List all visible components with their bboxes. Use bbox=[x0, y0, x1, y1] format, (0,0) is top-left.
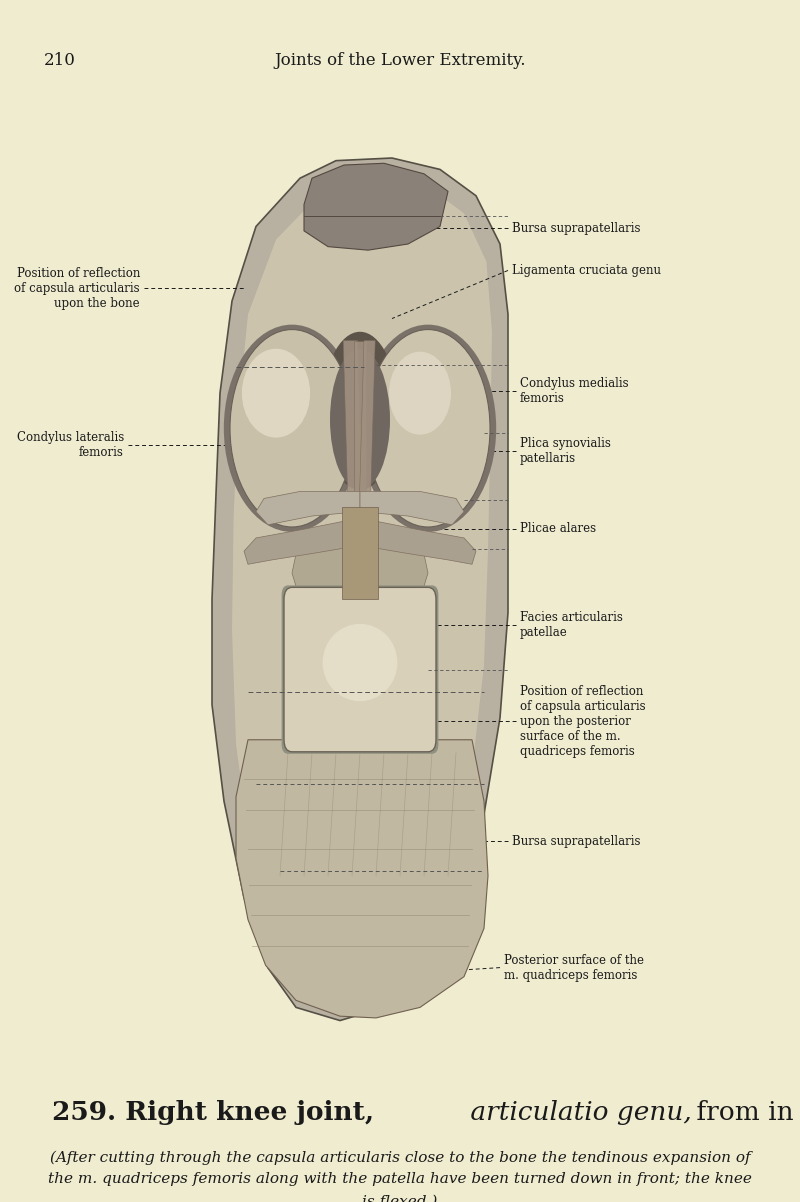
Ellipse shape bbox=[322, 332, 398, 489]
Text: Plica synovialis
patellaris: Plica synovialis patellaris bbox=[520, 436, 611, 465]
Text: (After cutting through the capsula articularis close to the bone the tendinous e: (After cutting through the capsula artic… bbox=[48, 1150, 752, 1202]
Ellipse shape bbox=[366, 329, 490, 526]
Text: Posterior surface of the
m. quadriceps femoris: Posterior surface of the m. quadriceps f… bbox=[504, 953, 644, 982]
Text: 210: 210 bbox=[44, 52, 76, 69]
Polygon shape bbox=[354, 340, 366, 507]
Ellipse shape bbox=[389, 352, 451, 435]
Polygon shape bbox=[304, 163, 448, 250]
Polygon shape bbox=[244, 520, 352, 564]
Text: Ligamenta cruciata genu: Ligamenta cruciata genu bbox=[512, 264, 661, 276]
Polygon shape bbox=[212, 157, 508, 1020]
Text: Position of reflection
of capsula articularis
upon the bone: Position of reflection of capsula articu… bbox=[14, 267, 140, 310]
Text: Position of reflection
of capsula articularis
upon the posterior
surface of the : Position of reflection of capsula articu… bbox=[520, 685, 646, 757]
Polygon shape bbox=[360, 492, 464, 525]
Polygon shape bbox=[359, 340, 375, 507]
Text: Joints of the Lower Extremity.: Joints of the Lower Extremity. bbox=[274, 52, 526, 69]
Ellipse shape bbox=[330, 350, 390, 489]
Ellipse shape bbox=[224, 325, 360, 532]
Text: Bursa suprapatellaris: Bursa suprapatellaris bbox=[512, 835, 641, 847]
Polygon shape bbox=[376, 535, 428, 600]
Text: Bursa suprapatellaris: Bursa suprapatellaris bbox=[512, 222, 641, 234]
Ellipse shape bbox=[242, 349, 310, 438]
Text: Facies articularis
patellae: Facies articularis patellae bbox=[520, 611, 623, 639]
Text: Condylus medialis
femoris: Condylus medialis femoris bbox=[520, 376, 629, 405]
Polygon shape bbox=[256, 492, 360, 525]
Ellipse shape bbox=[322, 624, 398, 701]
Text: articulatio genu,: articulatio genu, bbox=[462, 1100, 692, 1125]
Polygon shape bbox=[236, 739, 488, 1018]
Polygon shape bbox=[368, 520, 476, 564]
FancyBboxPatch shape bbox=[282, 585, 438, 754]
Polygon shape bbox=[292, 535, 344, 600]
Ellipse shape bbox=[360, 325, 496, 532]
Polygon shape bbox=[343, 340, 362, 507]
Ellipse shape bbox=[230, 329, 354, 526]
Polygon shape bbox=[342, 507, 378, 600]
FancyBboxPatch shape bbox=[284, 588, 436, 751]
Text: 259. Right knee joint,: 259. Right knee joint, bbox=[52, 1100, 374, 1125]
Text: Plicae alares: Plicae alares bbox=[520, 523, 596, 535]
Text: from in front.: from in front. bbox=[688, 1100, 800, 1125]
Polygon shape bbox=[232, 175, 492, 990]
Text: Condylus lateralis
femoris: Condylus lateralis femoris bbox=[17, 430, 124, 459]
